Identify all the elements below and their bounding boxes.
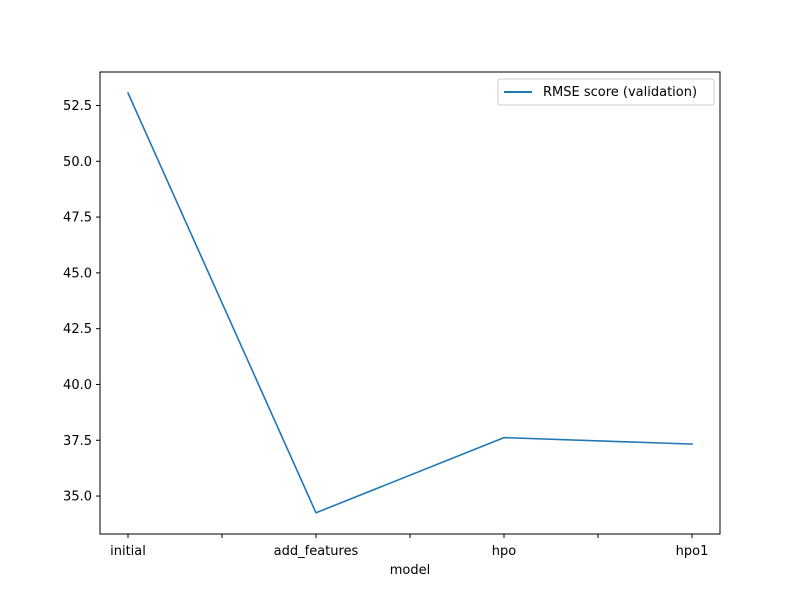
y-tick-label: 42.5 [63,322,92,337]
x-tick-label: initial [110,544,146,559]
y-tick-label: 35.0 [63,490,92,505]
legend: RMSE score (validation) [497,78,715,106]
y-tick-label: 40.0 [63,378,92,393]
y-tick-label: 52.5 [63,99,92,114]
plot-area [99,71,721,535]
x-tick-label: add_features [274,544,359,559]
x-axis: initial add_features hpo hpo1 [110,534,708,559]
legend-box [497,78,715,106]
series-layer [126,91,693,514]
x-tick-label: hpo [492,544,516,559]
series-line-rmse [126,91,693,514]
y-tick-label: 45.0 [63,266,92,281]
y-tick-label: 50.0 [63,155,92,170]
x-tick-label: hpo1 [676,544,709,559]
x-axis-label: model [390,563,430,578]
y-tick-label: 47.5 [63,211,92,226]
y-axis: 35.0 37.5 40.0 42.5 45.0 47.5 50.0 52.5 [63,99,100,505]
legend-label: RMSE score (validation) [543,85,697,100]
y-tick-label: 37.5 [63,434,92,449]
plot-frame [99,71,721,535]
